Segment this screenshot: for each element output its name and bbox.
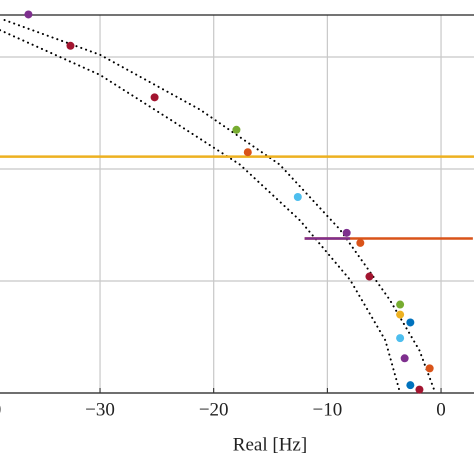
marker [425, 364, 434, 373]
marker [66, 41, 75, 50]
marker [150, 93, 159, 102]
marker [356, 238, 365, 247]
marker [396, 300, 405, 309]
marker [243, 148, 252, 157]
marker [406, 381, 415, 390]
marker [400, 354, 409, 363]
dotted-curve [3, 19, 437, 394]
x-tick-label: −40 [0, 399, 1, 420]
marker [24, 10, 33, 19]
marker [415, 385, 424, 394]
x-tick-label: −20 [199, 399, 229, 420]
dotted-curve [0, 29, 402, 394]
x-tick-label: −30 [85, 399, 115, 420]
x-axis-label: Real [Hz] [233, 434, 307, 455]
marker [406, 318, 415, 327]
x-tick-label: 0 [436, 399, 446, 420]
marker [365, 272, 374, 281]
marker [396, 310, 405, 319]
marker [342, 228, 351, 237]
x-tick-label: −10 [313, 399, 343, 420]
marker [293, 193, 302, 201]
marker [232, 125, 241, 134]
marker [396, 334, 405, 343]
